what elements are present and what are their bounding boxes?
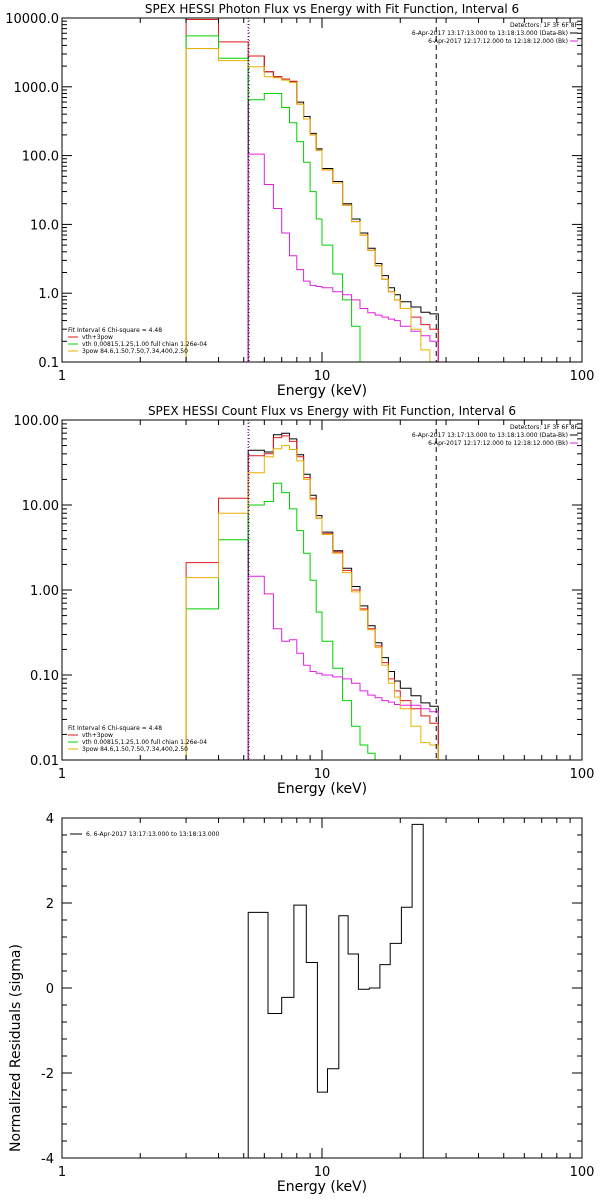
- panel-3: [61, 817, 583, 1159]
- plot-frame: [61, 817, 583, 1159]
- x-tick-label: 100: [570, 1165, 595, 1180]
- chart-title: SPEX HESSI Count Flux vs Energy with Fit…: [148, 404, 516, 418]
- y-tick-label: 10.0: [30, 218, 59, 233]
- legend-entry-1: vth+3pow: [82, 732, 113, 739]
- series-line-3: [185, 482, 383, 760]
- x-axis-label: Energy (keV): [277, 781, 367, 797]
- series-line-1: [247, 823, 424, 1158]
- y-tick-label: 2: [46, 897, 54, 912]
- series-line-5: [185, 445, 439, 760]
- series-line-2: [185, 19, 439, 362]
- x-axis-label: Energy (keV): [277, 1179, 367, 1195]
- series-line-4: [247, 575, 439, 760]
- legend-data-interval: 6-Apr-2017 13:17:13.000 to 13:18:13.000 …: [412, 30, 568, 37]
- series-group: [247, 823, 424, 1158]
- legend-bk-interval: 6-Apr-2017 12:17:12.000 to 12:18:12.000 …: [428, 440, 568, 447]
- legend-detectors: Detectors: 1F 3F 6F 8F: [510, 424, 579, 431]
- y-tick-label: 1000.0: [14, 81, 60, 96]
- series-group: [185, 432, 439, 760]
- legend-fit-interval: Fit Interval 6 Chi-square = 4.48: [68, 327, 162, 334]
- x-tick-label: 10: [314, 767, 331, 782]
- legend-entry-3: 3pow 84.6,1.50,7.50,7.34,400,2.50: [82, 348, 188, 355]
- y-tick-label: 10000.0: [5, 12, 59, 27]
- legend-entry-2: vth 0.00815,1.25,1.00 full chian 1.26e-0…: [82, 739, 207, 746]
- x-tick-label: 10: [314, 369, 331, 384]
- y-tick-label: 1.00: [30, 584, 59, 599]
- x-tick-label: 1: [58, 1165, 66, 1180]
- x-tick-label: 1: [58, 369, 66, 384]
- series-line-5: [185, 48, 439, 362]
- y-tick-label: 10.00: [22, 499, 59, 514]
- y-tick-label: -4: [41, 1152, 54, 1167]
- chart-title: SPEX HESSI Photon Flux vs Energy with Fi…: [145, 2, 519, 16]
- series-group: [185, 19, 439, 362]
- y-tick-label: 0.01: [30, 754, 59, 769]
- legend-entry: 6. 6-Apr-2017 13:17:13.000 to 13:18:13.0…: [86, 831, 219, 838]
- series-line-3: [185, 35, 383, 362]
- y-tick-label: 0.10: [30, 669, 59, 684]
- y-tick-label: 1.0: [38, 287, 59, 302]
- y-tick-label: -2: [41, 1067, 54, 1082]
- plot-frame: [61, 419, 583, 761]
- series-line-1: [247, 55, 439, 362]
- x-tick-label: 10: [314, 1165, 331, 1180]
- legend-bk-interval: 6-Apr-2017 12:17:12.000 to 12:18:12.000 …: [428, 38, 568, 45]
- y-tick-label: 100.00: [14, 414, 60, 429]
- plot-frame: [61, 17, 583, 363]
- y-axis-label: Normalized Residuals (sigma): [8, 944, 24, 1152]
- y-tick-label: 4: [46, 812, 54, 827]
- panel-1: [61, 17, 583, 363]
- y-tick-label: 100.0: [22, 150, 59, 165]
- panel-2: [61, 419, 583, 761]
- x-tick-label: 1: [58, 767, 66, 782]
- legend-detectors: Detectors: 1F 3F 6F 8F: [510, 22, 579, 29]
- legend-entry-3: 3pow 84.6,1.50,7.50,7.34,400,2.50: [82, 746, 188, 753]
- y-tick-label: 0: [46, 982, 54, 997]
- legend-entry-2: vth 0.00815,1.25,1.00 full chian 1.26e-0…: [82, 341, 207, 348]
- x-tick-label: 100: [570, 369, 595, 384]
- legend-data-interval: 6-Apr-2017 13:17:13.000 to 13:18:13.000 …: [412, 432, 568, 439]
- x-axis-label: Energy (keV): [277, 383, 367, 399]
- legend-entry-1: vth+3pow: [82, 334, 113, 341]
- y-tick-label: 0.1: [38, 356, 59, 371]
- series-line-1: [247, 432, 439, 760]
- legend-fit-interval: Fit Interval 6 Chi-square = 4.48: [68, 725, 162, 732]
- x-tick-label: 100: [570, 767, 595, 782]
- series-line-2: [185, 435, 439, 760]
- series-line-4: [247, 153, 439, 362]
